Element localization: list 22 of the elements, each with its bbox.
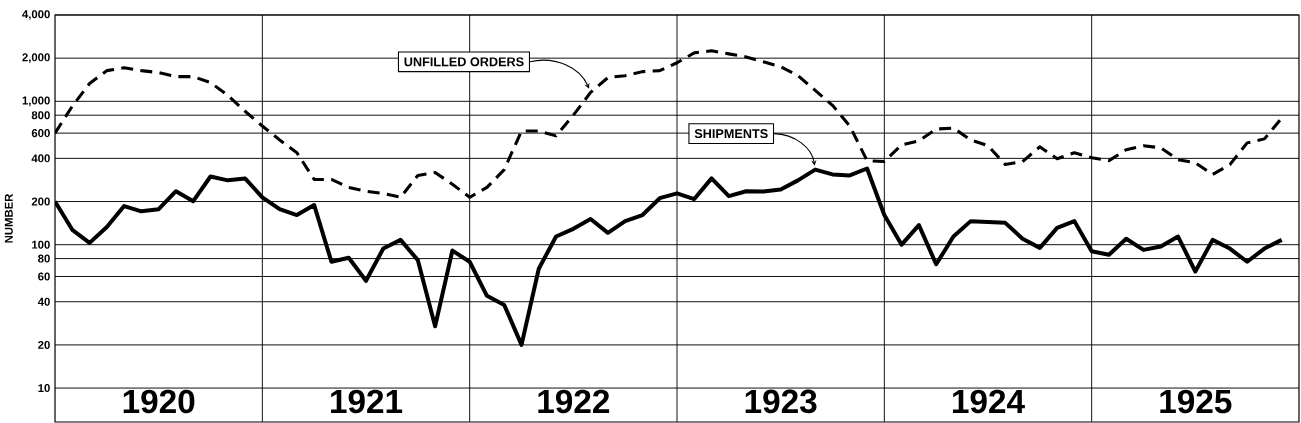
y-tick-label: 100 <box>32 240 50 249</box>
x-tick-label: 1925 <box>1160 389 1232 414</box>
y-tick-label: 200 <box>31 197 50 206</box>
y-tick-label: 400 <box>31 154 50 163</box>
annotation: SHIPMENTS <box>694 129 768 139</box>
x-tick-label: 1923 <box>745 389 817 414</box>
y-tick-label: 4,000 <box>22 10 50 20</box>
y-tick-label: 600 <box>31 129 50 138</box>
y-axis-title: NUMBER <box>4 193 13 243</box>
y-tick-label: 20 <box>38 340 50 349</box>
x-tick-label: 1924 <box>953 389 1025 414</box>
y-tick-label: 60 <box>38 272 50 281</box>
x-tick-label: 1922 <box>538 389 610 414</box>
y-tick-label: 10 <box>38 384 50 393</box>
x-tick-label: 1920 <box>123 389 195 414</box>
y-tick-label: 2,000 <box>22 53 50 63</box>
y-tick-label: 800 <box>31 111 50 120</box>
annotation: UNFILLED ORDERS <box>404 57 524 67</box>
x-tick-label: 1921 <box>331 389 403 414</box>
y-tick-label: 80 <box>38 254 50 263</box>
y-tick-label: 40 <box>37 297 50 306</box>
y-tick-label: 1,000 <box>22 96 50 107</box>
